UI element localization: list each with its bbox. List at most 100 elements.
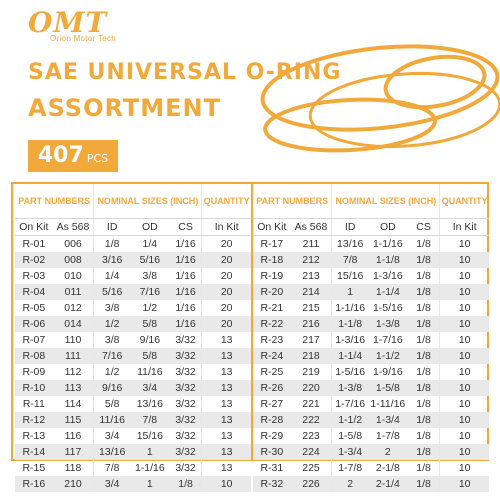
col-header-on-kit: On Kit [257,221,287,233]
table-body-left: R-01 006 1/8 1/4 1/16 20 R-02 008 3/16 5/16 1/16 20… [15,236,251,492]
cell-id: 3/8 [104,302,120,314]
cell-id: 5/16 [101,286,123,298]
size-table-left: PART NUMBERS NOMINAL SIZES (INCH) QUANTI… [15,184,251,492]
cell-in-kit: 10 [458,334,471,346]
table-row: R-15 118 7/8 1-1/16 3/32 13 [15,460,251,476]
cell-in-kit: 10 [458,286,471,298]
cell-as568: 111 [53,348,95,364]
cell-on-kit: R-13 [22,430,46,442]
cell-id: 9/16 [101,382,123,394]
cell-as568: 118 [53,460,95,476]
table-row: R-13 116 3/4 15/16 3/32 13 [15,428,251,444]
table-row: R-08 111 7/16 5/8 3/32 13 [15,348,251,364]
cell-id: 1-7/16 [335,398,366,410]
table-row: R-31 225 1-7/8 2-1/8 1/8 10 [253,460,489,476]
cell-in-kit: 10 [220,478,233,490]
cell-od: 1-1/4 [375,286,400,298]
table-row: R-06 014 1/2 5/8 1/16 20 [15,316,251,332]
cell-on-kit: R-09 [22,366,46,378]
cell-od: 1-3/4 [375,414,400,426]
cell-od: 1-1/2 [375,350,400,362]
cell-cs: 1/8 [408,332,441,348]
table-row: R-05 012 3/8 1/2 1/16 20 [15,300,251,316]
cell-as568: 210 [53,476,95,492]
group-header-quantity: QUANTITY [441,196,488,206]
cell-on-kit: R-32 [260,478,284,490]
cell-cs: 1/8 [408,300,441,316]
size-chart: PART NUMBERS NOMINAL SIZES (INCH) QUANTI… [11,182,489,492]
cell-on-kit: R-18 [260,254,284,266]
cell-as568: 008 [53,252,95,268]
cell-on-kit: R-31 [260,462,284,474]
cell-on-kit: R-19 [260,270,284,282]
cell-od: 13/16 [136,398,163,410]
cell-in-kit: 10 [458,478,471,490]
cell-od: 1-3/8 [375,318,400,330]
cell-in-kit: 20 [220,302,233,314]
cell-as568: 224 [291,444,333,460]
cell-in-kit: 10 [458,270,471,282]
table-row: R-27 221 1-7/16 1-11/16 1/8 10 [253,396,489,412]
cell-as568: 014 [53,316,95,332]
table-row: R-22 216 1-1/8 1-3/8 1/8 10 [253,316,489,332]
cell-on-kit: R-01 [22,238,46,250]
table-row: R-01 006 1/8 1/4 1/16 20 [15,236,251,252]
cell-id: 1/2 [104,366,120,378]
cell-od: 9/16 [139,334,161,346]
table-row: R-17 211 13/16 1-1/16 1/8 10 [253,236,489,252]
cell-cs: 1/8 [408,316,441,332]
cell-as568: 218 [291,348,333,364]
cell-id: 1 [347,286,354,298]
cell-in-kit: 13 [220,462,233,474]
cell-on-kit: R-08 [22,350,46,362]
cell-od: 1-5/8 [375,382,400,394]
group-header-nominal: NOMINAL SIZES (INCH) [94,184,203,218]
col-header-od: OD [379,221,396,233]
cell-id: 7/8 [342,254,358,266]
table-row: R-30 224 1-3/4 2 1/8 10 [253,444,489,460]
cell-as568: 226 [291,476,333,492]
cell-on-kit: R-12 [22,414,46,426]
cell-id: 1-5/16 [335,366,366,378]
table-row: R-29 223 1-5/8 1-7/8 1/8 10 [253,428,489,444]
col-header-cs: CS [170,219,203,235]
table-row: R-24 218 1-1/4 1-1/2 1/8 10 [253,348,489,364]
cell-od: 3/4 [142,382,158,394]
cell-od: 1-1/16 [134,462,165,474]
cell-id: 1-1/8 [338,318,363,330]
cell-on-kit: R-06 [22,318,46,330]
logo-tagline: Orion Motor Tech [50,34,117,43]
cell-on-kit: R-29 [260,430,284,442]
table-body-right: R-17 211 13/16 1-1/16 1/8 10 R-18 212 7/8 1-1/8 1/… [253,236,489,492]
cell-id: 3/4 [104,478,120,490]
cell-as568: 112 [53,364,95,380]
o-ring-illustration [260,44,500,153]
cell-in-kit: 20 [220,254,233,266]
cell-in-kit: 10 [458,254,471,266]
col-header-in-kit: In Kit [452,221,477,233]
brand-logo: OMT Orion Motor Tech [28,6,148,46]
cell-on-kit: R-23 [260,334,284,346]
cell-on-kit: R-16 [22,478,46,490]
cell-id: 13/16 [337,238,364,250]
cell-in-kit: 10 [458,398,471,410]
cell-as568: 222 [291,412,333,428]
cell-cs: 1/16 [170,252,203,268]
cell-id: 1-1/2 [338,414,363,426]
cell-on-kit: R-27 [260,398,284,410]
cell-in-kit: 10 [458,318,471,330]
table-row: R-09 112 1/2 11/16 3/32 13 [15,364,251,380]
cell-as568: 012 [53,300,95,316]
cell-od: 11/16 [137,366,163,378]
cell-od: 2 [384,446,391,458]
title-line-1: SAE UNIVERSAL O-RING [28,60,342,85]
cell-as568: 006 [53,236,95,252]
cell-in-kit: 13 [220,350,233,362]
group-header-part: PART NUMBERS [253,184,333,218]
table-row: R-11 114 5/8 13/16 3/32 13 [15,396,251,412]
group-header-row: PART NUMBERS NOMINAL SIZES (INCH) QUANTI… [253,184,489,219]
cell-on-kit: R-02 [22,254,46,266]
size-table-right: PART NUMBERS NOMINAL SIZES (INCH) QUANTI… [251,184,489,492]
col-header-in-kit: In Kit [214,221,239,233]
cell-cs: 1/16 [170,268,203,284]
